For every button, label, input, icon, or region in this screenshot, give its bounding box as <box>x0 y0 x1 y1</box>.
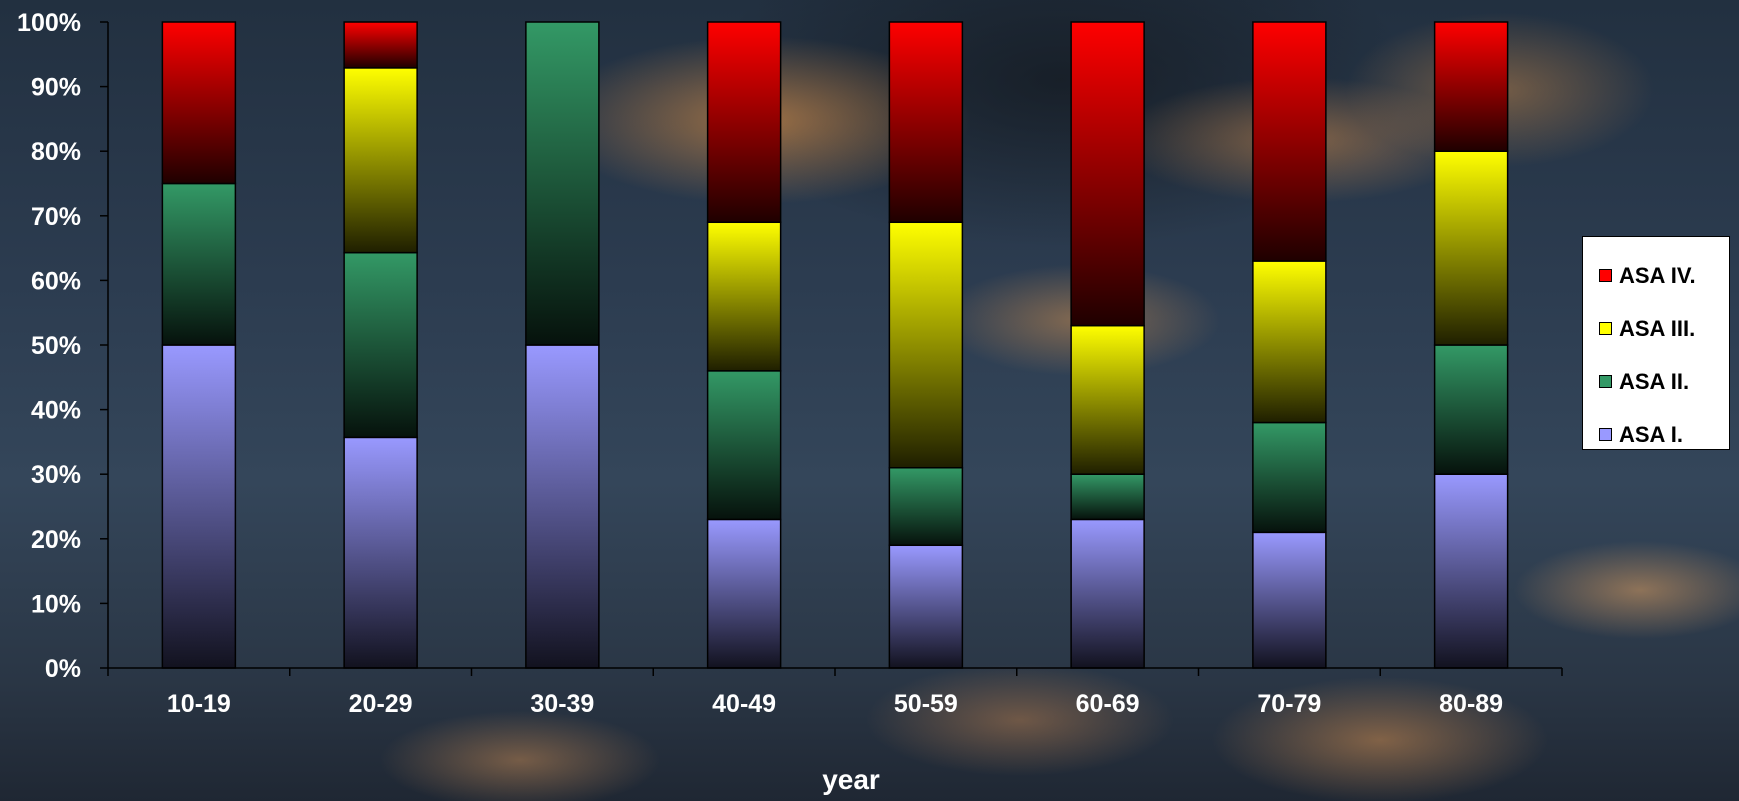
x-tick-label: 60-69 <box>1076 690 1140 718</box>
bar-segment-20-29-asai <box>343 436 418 669</box>
y-tick-label: 100% <box>17 9 81 37</box>
y-tick-label: 60% <box>31 267 81 295</box>
bar-segment-30-39-asai <box>525 344 600 669</box>
bar-segment-50-59-asaiv <box>888 21 964 224</box>
y-tick-label: 20% <box>31 526 81 554</box>
bar-segment-10-19-asaii <box>161 182 237 346</box>
legend-label: ASA I. <box>1619 421 1683 447</box>
legend-label: ASA IV. <box>1619 262 1696 288</box>
bar-segment-80-89-asai <box>1433 473 1509 669</box>
bar-segment-60-69-asaii <box>1070 473 1145 521</box>
legend-label: ASA II. <box>1619 368 1690 394</box>
bar-segment-50-59-asaii <box>888 466 964 547</box>
bars-group <box>161 21 1509 669</box>
legend-swatch <box>1599 375 1612 388</box>
bar-segment-20-29-asaiv <box>343 21 418 69</box>
bar-segment-40-49-asaiv <box>706 21 782 224</box>
bar-segment-10-19-asai <box>161 344 237 669</box>
bar-segment-30-39-asaii <box>525 21 600 346</box>
y-tick-label: 90% <box>31 74 81 102</box>
y-tick-label: 80% <box>31 138 81 166</box>
axes-group: 0% 10% 20% 30% 40% 50% 60% 70% 80% 90% 100% 10-19 20… <box>17 9 1563 718</box>
bar-segment-60-69-asaiii <box>1070 324 1145 475</box>
legend-item: ASA II. <box>1599 355 1729 408</box>
bar-segment-50-59-asai <box>888 544 964 669</box>
bar-segment-70-79-asaiii <box>1252 260 1327 424</box>
bar-segment-10-19-asaiv <box>161 21 237 185</box>
bar-segment-70-79-asaii <box>1252 421 1327 534</box>
x-tick-label: 20-29 <box>349 690 413 718</box>
x-tick-label: 50-59 <box>894 690 958 718</box>
y-tick-label: 30% <box>31 461 81 489</box>
y-tick-label: 40% <box>31 397 81 425</box>
bar-segment-40-49-asaii <box>706 370 782 521</box>
y-tick-label: 70% <box>31 203 81 231</box>
legend-swatch <box>1599 322 1612 335</box>
bar-segment-60-69-asai <box>1070 518 1145 669</box>
legend: ASA IV. ASA III. ASA II. ASA I. <box>1582 236 1730 450</box>
x-tick-label: 70-79 <box>1257 690 1321 718</box>
legend-item: ASA III. <box>1599 302 1729 355</box>
bar-segment-80-89-asaiii <box>1433 150 1509 346</box>
legend-swatch <box>1599 428 1612 441</box>
x-tick-label: 30-39 <box>530 690 594 718</box>
x-tick-label: 10-19 <box>167 690 231 718</box>
bar-segment-20-29-asaiii <box>343 67 418 254</box>
bar-segment-80-89-asaii <box>1433 344 1509 475</box>
bar-segment-70-79-asaiv <box>1252 21 1327 262</box>
bar-segment-50-59-asaiii <box>888 221 964 469</box>
y-tick-label: 0% <box>45 655 81 683</box>
y-tick-label: 10% <box>31 590 81 618</box>
x-tick-label: 40-49 <box>712 690 776 718</box>
bar-segment-40-49-asai <box>706 518 782 669</box>
legend-swatch <box>1599 269 1612 282</box>
x-axis-title: year <box>822 764 880 795</box>
bar-segment-80-89-asaiv <box>1433 21 1509 152</box>
bar-segment-60-69-asaiv <box>1070 21 1145 327</box>
bar-segment-20-29-asaii <box>343 251 418 439</box>
bar-segment-40-49-asaiii <box>706 221 782 372</box>
legend-item: ASA I. <box>1599 408 1729 461</box>
y-tick-label: 50% <box>31 332 81 360</box>
legend-label: ASA III. <box>1619 315 1696 341</box>
legend-item: ASA IV. <box>1599 249 1729 302</box>
x-tick-label: 80-89 <box>1439 690 1503 718</box>
bar-segment-70-79-asai <box>1252 531 1327 669</box>
